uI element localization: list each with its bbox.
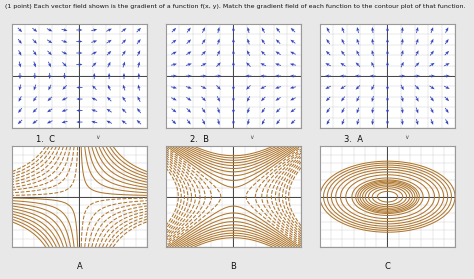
- Text: 3.  A: 3. A: [344, 135, 363, 144]
- Text: ∨: ∨: [250, 135, 254, 140]
- Text: C: C: [384, 262, 391, 271]
- Text: A: A: [76, 262, 82, 271]
- Text: (1 point) Each vector field shown is the gradient of a function f(x, y). Match t: (1 point) Each vector field shown is the…: [5, 4, 465, 9]
- Text: 2.  B: 2. B: [190, 135, 209, 144]
- Text: B: B: [230, 262, 237, 271]
- Text: ∨: ∨: [96, 135, 100, 140]
- Text: 1.  C: 1. C: [36, 135, 55, 144]
- Text: ∨: ∨: [404, 135, 408, 140]
